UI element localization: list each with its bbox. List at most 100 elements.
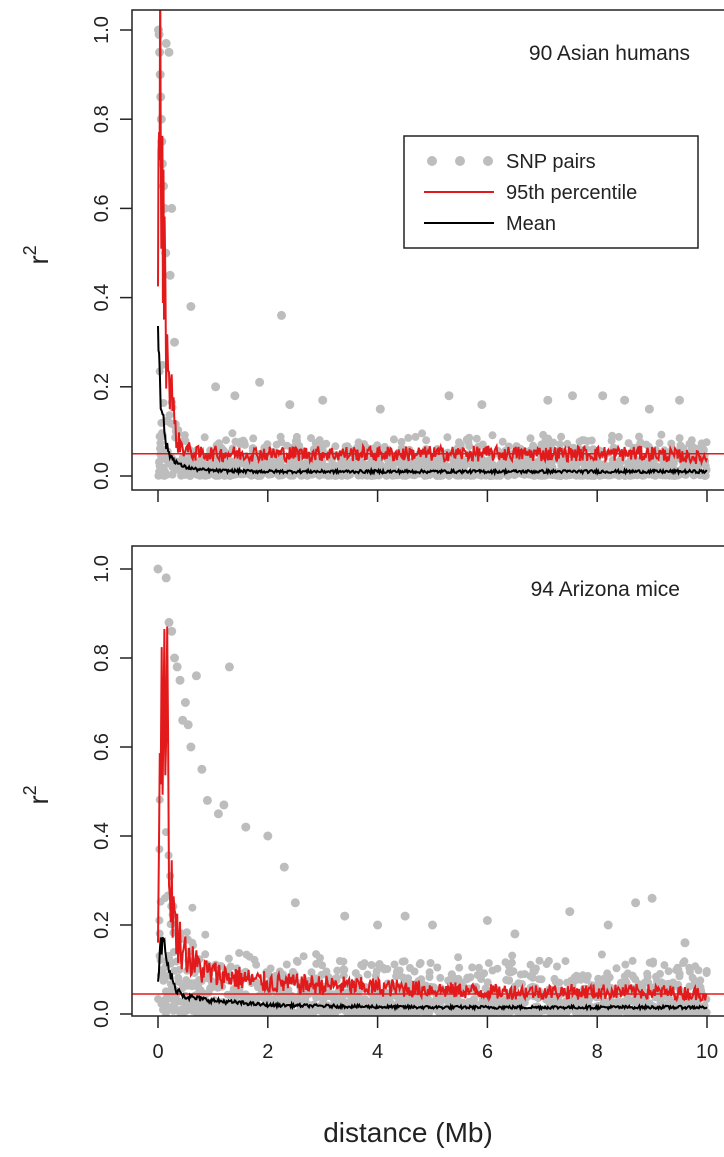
top-x-axis bbox=[158, 490, 707, 502]
snp-pair-point bbox=[363, 461, 371, 469]
y-tick-label: 0.4 bbox=[91, 284, 113, 312]
snp-pair-point bbox=[252, 961, 260, 969]
panel-top: 0.00.20.40.60.81.0 r2 90 Asian humans SN… bbox=[20, 0, 724, 502]
snp-pair-point bbox=[293, 437, 301, 445]
snp-pair-point bbox=[455, 964, 463, 972]
snp-pair-point bbox=[364, 971, 372, 979]
snp-pair-point bbox=[214, 809, 223, 818]
snp-pair-point bbox=[391, 961, 399, 969]
snp-pair-point bbox=[219, 800, 228, 809]
snp-pair-point bbox=[631, 898, 640, 907]
y-tick-label: 0.2 bbox=[91, 373, 113, 401]
snp-pair-point bbox=[318, 396, 327, 405]
snp-pair-point bbox=[156, 930, 164, 938]
snp-pair-point bbox=[485, 959, 493, 967]
bottom-95th-percentile-line bbox=[158, 627, 707, 1001]
snp-pair-point bbox=[635, 433, 643, 441]
snp-pair-point bbox=[505, 968, 513, 976]
snp-pair-point bbox=[422, 436, 430, 444]
snp-pair-point bbox=[390, 435, 398, 443]
snp-pair-point bbox=[445, 391, 454, 400]
snp-pair-point bbox=[160, 464, 168, 472]
snp-pair-point bbox=[505, 976, 513, 984]
snp-pair-point bbox=[246, 953, 254, 961]
snp-pair-point bbox=[510, 929, 519, 938]
snp-pair-point bbox=[648, 894, 657, 903]
snp-pair-point bbox=[489, 967, 497, 975]
snp-pair-point bbox=[267, 965, 275, 973]
snp-pair-point bbox=[176, 676, 185, 685]
y-tick-label: 0.8 bbox=[91, 644, 113, 672]
x-tick-label: 8 bbox=[592, 1041, 603, 1063]
snp-pair-point bbox=[656, 439, 664, 447]
legend-snp-label: SNP pairs bbox=[506, 151, 596, 173]
x-tick-label: 4 bbox=[372, 1041, 383, 1063]
snp-pair-point bbox=[416, 960, 424, 968]
y-tick-label: 1.0 bbox=[91, 16, 113, 44]
snp-pair-point bbox=[473, 435, 481, 443]
snp-pair-point bbox=[228, 429, 236, 437]
snp-pair-point bbox=[428, 921, 437, 930]
snp-pair-point bbox=[225, 991, 233, 999]
snp-pair-point bbox=[475, 964, 483, 972]
top-plot-frame bbox=[132, 10, 724, 490]
snp-pair-point bbox=[373, 921, 382, 930]
snp-pair-point bbox=[336, 957, 344, 965]
legend-snp-marker bbox=[427, 156, 437, 166]
snp-pair-point bbox=[168, 471, 176, 479]
y-tick-label: 0.8 bbox=[91, 105, 113, 133]
snp-pair-point bbox=[454, 953, 462, 961]
snp-pair-point bbox=[155, 916, 163, 924]
snp-pair-point bbox=[604, 921, 613, 930]
snp-pair-point bbox=[170, 338, 179, 347]
snp-pair-point bbox=[681, 938, 690, 947]
snp-pair-point bbox=[621, 961, 629, 969]
snp-pair-point bbox=[297, 463, 305, 471]
snp-pair-point bbox=[377, 998, 385, 1006]
snp-pair-point bbox=[613, 964, 621, 972]
snp-pair-point bbox=[327, 1008, 335, 1016]
snp-pair-point bbox=[225, 662, 234, 671]
snp-pair-point bbox=[586, 461, 594, 469]
top-snp-points bbox=[154, 26, 711, 481]
y-tick-label: 1.0 bbox=[91, 555, 113, 583]
snp-pair-point bbox=[583, 437, 591, 445]
snp-pair-point bbox=[644, 973, 652, 981]
snp-pair-point bbox=[192, 671, 201, 680]
snp-pair-point bbox=[167, 627, 176, 636]
x-tick-label: 2 bbox=[262, 1041, 273, 1063]
snp-pair-point bbox=[433, 964, 441, 972]
snp-pair-point bbox=[553, 963, 561, 971]
snp-pair-point bbox=[361, 959, 369, 967]
snp-pair-point bbox=[241, 823, 250, 832]
snp-pair-point bbox=[676, 434, 684, 442]
snp-pair-point bbox=[373, 967, 381, 975]
snp-pair-point bbox=[562, 957, 570, 965]
snp-pair-point bbox=[162, 573, 171, 582]
snp-pair-point bbox=[197, 765, 206, 774]
snp-pair-point bbox=[222, 436, 230, 444]
snp-pair-point bbox=[215, 1006, 223, 1014]
snp-pair-point bbox=[376, 405, 385, 414]
snp-pair-point bbox=[203, 796, 212, 805]
legend-percentile-label: 95th percentile bbox=[506, 182, 637, 204]
snp-pair-point bbox=[508, 952, 516, 960]
snp-pair-point bbox=[316, 436, 324, 444]
x-tick-label: 10 bbox=[696, 1041, 718, 1063]
snp-pair-point bbox=[527, 434, 535, 442]
snp-pair-point bbox=[593, 461, 601, 469]
snp-pair-point bbox=[177, 472, 185, 480]
snp-pair-point bbox=[340, 912, 349, 921]
snp-pair-point bbox=[293, 957, 301, 965]
snp-pair-point bbox=[161, 976, 169, 984]
snp-pair-point bbox=[615, 433, 623, 441]
snp-pair-point bbox=[657, 978, 665, 986]
bottom-x-axis: 0 2 4 6 8 10 bbox=[152, 1016, 718, 1063]
snp-pair-point bbox=[154, 565, 163, 574]
snp-pair-point bbox=[404, 460, 412, 468]
snp-pair-point bbox=[548, 998, 556, 1006]
snp-pair-point bbox=[165, 618, 174, 627]
x-axis-title: distance (Mb) bbox=[323, 1117, 493, 1148]
snp-pair-point bbox=[401, 912, 410, 921]
